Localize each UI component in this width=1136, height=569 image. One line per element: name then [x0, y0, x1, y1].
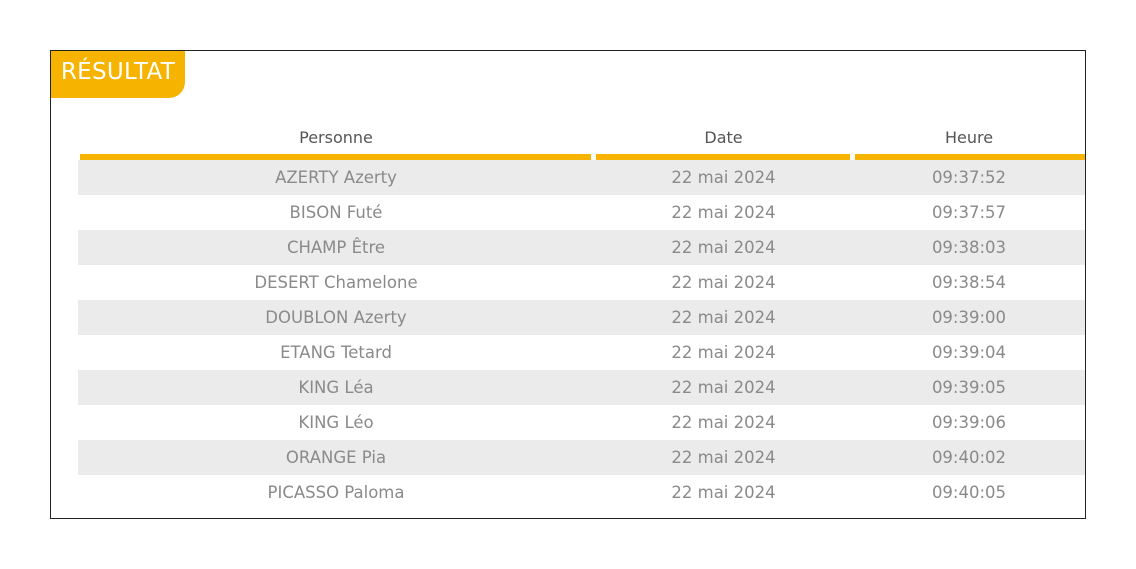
table-body: AZERTY Azerty 22 mai 2024 09:37:52 BISON Fu… — [78, 160, 1085, 510]
header-underline — [855, 154, 1085, 160]
cell-date: 22 mai 2024 — [671, 273, 776, 292]
column-header-label: Heure — [944, 128, 994, 147]
table-row[interactable]: ORANGE Pia 22 mai 2024 09:40:02 — [78, 440, 1085, 475]
cell-heure: 09:39:04 — [931, 343, 1007, 362]
table-row[interactable]: KING Léa 22 mai 2024 09:39:05 — [78, 370, 1085, 405]
cell-date: 22 mai 2024 — [671, 378, 776, 397]
column-header-date[interactable]: Date — [594, 118, 853, 160]
cell-personne: KING Léo — [298, 413, 374, 432]
table-header: Personne Date Heure — [78, 118, 1085, 160]
cell-date: 22 mai 2024 — [671, 448, 776, 467]
table-row[interactable]: CHAMP Être 22 mai 2024 09:38:03 — [78, 230, 1085, 265]
cell-personne: DOUBLON Azerty — [265, 308, 407, 327]
cell-heure: 09:40:02 — [931, 448, 1007, 467]
table-row[interactable]: PICASSO Paloma 22 mai 2024 09:40:05 — [78, 475, 1085, 510]
column-header-heure[interactable]: Heure — [853, 118, 1085, 160]
cell-heure: 09:38:03 — [931, 238, 1007, 257]
cell-heure: 09:38:54 — [931, 273, 1007, 292]
result-table: Personne Date Heure AZERTY Azerty 22 mai … — [78, 118, 1085, 510]
cell-date: 22 mai 2024 — [671, 308, 776, 327]
cell-personne: ETANG Tetard — [280, 343, 392, 362]
cell-heure: 09:40:05 — [931, 483, 1007, 502]
cell-date: 22 mai 2024 — [671, 413, 776, 432]
cell-date: 22 mai 2024 — [671, 483, 776, 502]
column-header-label: Date — [704, 128, 743, 147]
cell-heure: 09:39:00 — [931, 308, 1007, 327]
table-row[interactable]: DESERT Chamelone 22 mai 2024 09:38:54 — [78, 265, 1085, 300]
cell-date: 22 mai 2024 — [671, 203, 776, 222]
cell-personne: DESERT Chamelone — [254, 273, 418, 292]
column-header-label: Personne — [299, 128, 373, 147]
cell-personne: AZERTY Azerty — [275, 168, 397, 187]
column-header-personne[interactable]: Personne — [78, 118, 594, 160]
header-underline — [596, 154, 850, 160]
table-row[interactable]: KING Léo 22 mai 2024 09:39:06 — [78, 405, 1085, 440]
table-row[interactable]: AZERTY Azerty 22 mai 2024 09:37:52 — [78, 160, 1085, 195]
result-panel: RÉSULTAT Personne Date Heure AZERTY Azer… — [50, 50, 1086, 519]
result-badge: RÉSULTAT — [51, 51, 185, 98]
cell-heure: 09:39:05 — [931, 378, 1007, 397]
cell-date: 22 mai 2024 — [671, 168, 776, 187]
cell-heure: 09:37:52 — [931, 168, 1007, 187]
cell-personne: BISON Futé — [289, 203, 383, 222]
cell-personne: ORANGE Pia — [285, 448, 387, 467]
table-row[interactable]: ETANG Tetard 22 mai 2024 09:39:04 — [78, 335, 1085, 370]
cell-date: 22 mai 2024 — [671, 238, 776, 257]
table-row[interactable]: BISON Futé 22 mai 2024 09:37:57 — [78, 195, 1085, 230]
cell-personne: PICASSO Paloma — [267, 483, 405, 502]
cell-personne: CHAMP Être — [286, 238, 386, 257]
table-row[interactable]: DOUBLON Azerty 22 mai 2024 09:39:00 — [78, 300, 1085, 335]
header-underline — [80, 154, 591, 160]
cell-heure: 09:39:06 — [931, 413, 1007, 432]
cell-date: 22 mai 2024 — [671, 343, 776, 362]
cell-heure: 09:37:57 — [931, 203, 1007, 222]
cell-personne: KING Léa — [298, 378, 374, 397]
